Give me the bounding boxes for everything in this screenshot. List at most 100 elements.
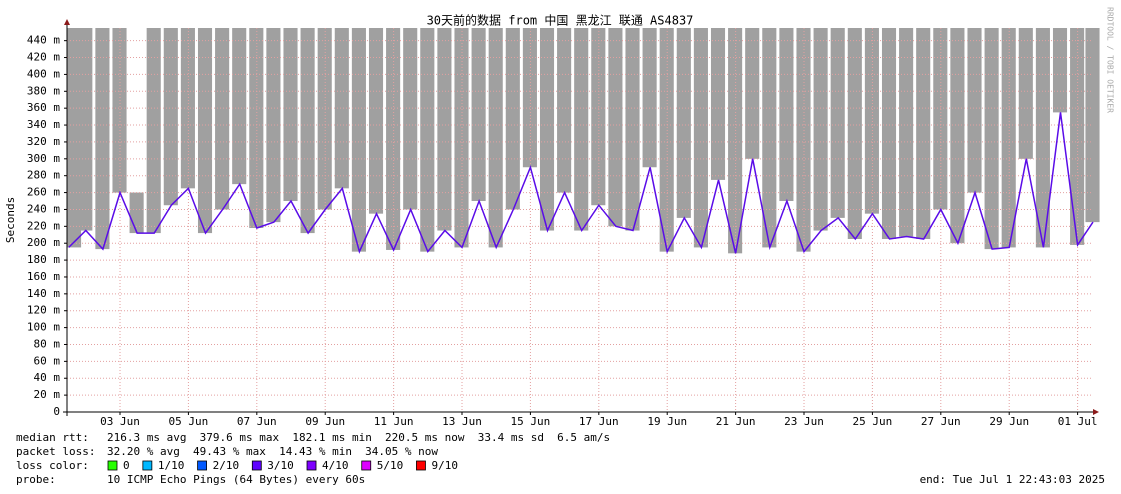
y-tick-label: 80 m bbox=[34, 337, 61, 350]
smoke bbox=[146, 28, 161, 234]
stats-label: median rtt: bbox=[16, 431, 89, 444]
y-tick-label: 140 m bbox=[27, 287, 60, 300]
smoke bbox=[197, 28, 213, 234]
x-tick-label: 13 Jun bbox=[442, 415, 482, 428]
smoke bbox=[967, 28, 982, 193]
smoke bbox=[693, 28, 708, 248]
stats-item: 49.43 % max bbox=[193, 445, 266, 458]
smoke bbox=[1001, 28, 1016, 248]
x-tick-label: 29 Jun bbox=[989, 415, 1029, 428]
y-tick-label: 280 m bbox=[27, 169, 60, 182]
y-tick-label: 300 m bbox=[27, 152, 60, 165]
side-text: RRDTOOL / TOBI OETIKER bbox=[1106, 7, 1115, 113]
x-tick-label: 09 Jun bbox=[305, 415, 345, 428]
x-tick-label: 23 Jun bbox=[784, 415, 824, 428]
smoke bbox=[334, 28, 349, 189]
loss-legend-label: loss color: bbox=[16, 459, 89, 472]
y-tick-label: 420 m bbox=[27, 51, 60, 64]
smoke bbox=[779, 28, 794, 202]
smoke bbox=[351, 28, 366, 252]
x-tick-label: 19 Jun bbox=[647, 415, 687, 428]
legend-label: 1/10 bbox=[158, 459, 185, 472]
probe-label: probe: bbox=[16, 473, 56, 486]
legend-label: 4/10 bbox=[322, 459, 349, 472]
smoke bbox=[591, 28, 606, 206]
smoke bbox=[300, 28, 315, 234]
y-tick-label: 240 m bbox=[27, 202, 60, 215]
smoke bbox=[112, 28, 127, 193]
stats-item: 6.5 am/s bbox=[557, 431, 610, 444]
legend-swatch bbox=[361, 460, 372, 471]
smoke bbox=[78, 28, 93, 231]
smoke bbox=[403, 28, 418, 210]
y-tick-label: 320 m bbox=[27, 135, 60, 148]
legend-label: 5/10 bbox=[377, 459, 404, 472]
legend-label: 9/10 bbox=[431, 459, 458, 472]
smoke bbox=[916, 28, 931, 239]
smoke bbox=[830, 28, 845, 218]
smoke bbox=[420, 28, 435, 252]
smoke bbox=[659, 28, 674, 252]
y-tick-label: 340 m bbox=[27, 118, 60, 131]
stats-label: packet loss: bbox=[16, 445, 95, 458]
smoke bbox=[899, 28, 914, 237]
y-tick-label: 440 m bbox=[27, 34, 60, 47]
smoke bbox=[129, 192, 144, 234]
x-tick-label: 17 Jun bbox=[579, 415, 619, 428]
plot-area bbox=[67, 28, 1100, 413]
smoke bbox=[881, 28, 897, 239]
smoke bbox=[625, 28, 640, 231]
y-tick-label: 60 m bbox=[34, 354, 61, 367]
y-tick-label: 20 m bbox=[34, 388, 61, 401]
smoke bbox=[488, 28, 503, 248]
smoke bbox=[215, 28, 230, 210]
y-tick-label: 200 m bbox=[27, 236, 60, 249]
y-tick-label: 160 m bbox=[27, 270, 60, 283]
legend-swatch bbox=[306, 460, 317, 471]
stats-item: 379.6 ms max bbox=[200, 431, 280, 444]
y-tick-label: 380 m bbox=[27, 84, 60, 97]
axis-arrow bbox=[64, 19, 70, 25]
axis-arrow bbox=[1093, 409, 1099, 415]
smoke bbox=[1018, 28, 1033, 159]
legend-swatch bbox=[416, 460, 426, 471]
legend-swatch bbox=[251, 460, 262, 471]
smoke bbox=[813, 28, 828, 231]
y-tick-label: 260 m bbox=[27, 186, 60, 199]
y-tick-label: 360 m bbox=[27, 101, 60, 114]
x-tick-label: 05 Jun bbox=[169, 415, 209, 428]
y-tick-label: 100 m bbox=[27, 321, 60, 334]
y-tick-label: 220 m bbox=[27, 219, 60, 232]
smoke bbox=[762, 28, 777, 248]
smoke bbox=[642, 28, 657, 168]
stats-item: 220.5 ms now bbox=[385, 431, 465, 444]
stats-item: 14.43 % min bbox=[279, 445, 352, 458]
legend-label: 2/10 bbox=[213, 459, 240, 472]
stats-item: 33.4 ms sd bbox=[478, 431, 544, 444]
smoke bbox=[950, 28, 965, 244]
smoke bbox=[368, 28, 384, 214]
probe: 10 ICMP Echo Pings (64 Bytes) every 60s bbox=[107, 473, 365, 486]
smoke bbox=[283, 28, 298, 202]
x-tick-label: 03 Jun bbox=[100, 415, 140, 428]
smoke bbox=[437, 28, 452, 231]
legend-swatch bbox=[197, 460, 207, 471]
smoke bbox=[984, 28, 999, 250]
legend-swatch bbox=[142, 460, 153, 471]
legend-label: 0 bbox=[123, 459, 130, 472]
stats-item: 34.05 % now bbox=[365, 445, 438, 458]
smoke bbox=[232, 28, 247, 185]
smoke bbox=[728, 28, 743, 254]
y-tick-label: 0 bbox=[53, 405, 60, 418]
y-axis-label: Seconds bbox=[4, 197, 17, 243]
x-tick-label: 25 Jun bbox=[853, 415, 893, 428]
smoke bbox=[745, 28, 760, 159]
smoke bbox=[505, 28, 520, 210]
end-time: end: Tue Jul 1 22:43:03 2025 bbox=[920, 473, 1105, 486]
stats-item: 216.3 ms avg bbox=[107, 431, 186, 444]
smoke bbox=[539, 28, 555, 231]
x-tick-label: 15 Jun bbox=[511, 415, 551, 428]
x-tick-label: 27 Jun bbox=[921, 415, 961, 428]
